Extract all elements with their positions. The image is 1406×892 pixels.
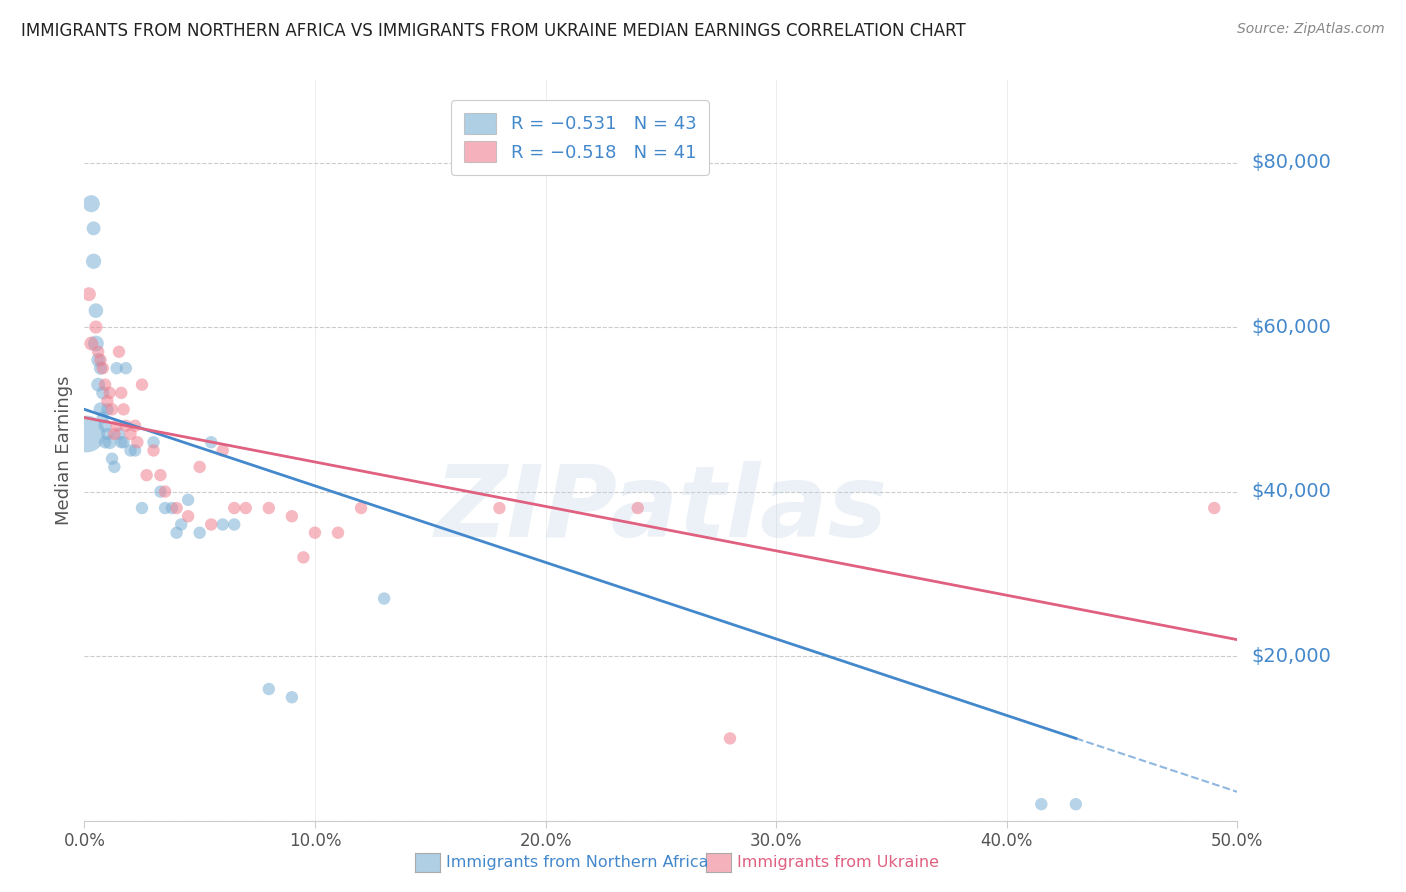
Point: [120, 427, 142, 442]
Point: [101, 451, 124, 466]
Point: [103, 427, 125, 442]
Point: [304, 525, 326, 540]
Point: [91, 361, 114, 376]
Point: [94, 418, 117, 433]
Point: [153, 484, 176, 499]
Point: [127, 435, 149, 450]
Point: [112, 435, 135, 450]
Point: [350, 501, 373, 516]
Point: [105, 361, 128, 376]
Point: [124, 443, 146, 458]
Point: [115, 418, 138, 433]
Point: [83, 254, 105, 268]
Point: [718, 731, 741, 746]
Point: [149, 484, 172, 499]
Point: [1064, 797, 1087, 812]
Point: [326, 525, 349, 540]
Point: [200, 517, 222, 532]
Point: [177, 492, 200, 507]
Point: [166, 501, 188, 516]
Point: [281, 690, 304, 705]
Point: [87, 377, 110, 392]
Point: [89, 402, 111, 417]
Point: [80, 336, 103, 351]
Text: Source: ZipAtlas.com: Source: ZipAtlas.com: [1237, 22, 1385, 37]
Point: [188, 525, 211, 540]
Point: [292, 550, 315, 565]
Point: [160, 501, 183, 516]
Point: [488, 501, 510, 516]
Point: [211, 517, 233, 532]
Point: [96, 427, 118, 442]
Point: [1031, 797, 1053, 812]
Point: [84, 320, 107, 334]
Point: [131, 501, 153, 516]
Point: [112, 402, 135, 417]
Point: [98, 385, 121, 400]
Point: [110, 385, 132, 400]
Point: [89, 353, 111, 368]
Point: [224, 501, 246, 516]
Point: [170, 517, 193, 532]
Point: [142, 443, 165, 458]
Point: [96, 394, 118, 409]
Text: Immigrants from Ukraine: Immigrants from Ukraine: [737, 855, 939, 870]
Point: [200, 435, 222, 450]
Point: [142, 435, 165, 450]
Point: [91, 385, 114, 400]
Point: [91, 410, 114, 425]
Text: IMMIGRANTS FROM NORTHERN AFRICA VS IMMIGRANTS FROM UKRAINE MEDIAN EARNINGS CORRE: IMMIGRANTS FROM NORTHERN AFRICA VS IMMIG…: [21, 22, 966, 40]
Legend: R = −0.531   N = 43, R = −0.518   N = 41: R = −0.531 N = 43, R = −0.518 N = 41: [451, 101, 709, 175]
Point: [96, 402, 118, 417]
Point: [101, 402, 124, 417]
Point: [1204, 501, 1226, 516]
Point: [149, 468, 172, 483]
Text: $80,000: $80,000: [1251, 153, 1331, 172]
Point: [89, 361, 111, 376]
Point: [153, 501, 176, 516]
Point: [80, 196, 103, 211]
Point: [94, 435, 117, 450]
Point: [105, 418, 128, 433]
Point: [124, 418, 146, 433]
Point: [235, 501, 257, 516]
Point: [94, 377, 117, 392]
Point: [211, 443, 233, 458]
Point: [281, 509, 304, 524]
Point: [627, 501, 650, 516]
Point: [135, 468, 157, 483]
Point: [108, 427, 131, 442]
Point: [77, 287, 100, 301]
Text: $40,000: $40,000: [1251, 482, 1331, 501]
Y-axis label: Median Earnings: Median Earnings: [55, 376, 73, 525]
Point: [120, 443, 142, 458]
Point: [84, 336, 107, 351]
Text: $20,000: $20,000: [1251, 647, 1331, 665]
Point: [83, 221, 105, 235]
Point: [87, 353, 110, 368]
Point: [110, 435, 132, 450]
Point: [103, 459, 125, 474]
Point: [98, 435, 121, 450]
Text: $60,000: $60,000: [1251, 318, 1331, 336]
Point: [84, 303, 107, 318]
Point: [131, 377, 153, 392]
Text: ZIPatlas: ZIPatlas: [434, 461, 887, 558]
Point: [166, 525, 188, 540]
Point: [257, 501, 280, 516]
Point: [224, 517, 246, 532]
Point: [108, 344, 131, 359]
Point: [87, 344, 110, 359]
Point: [188, 459, 211, 474]
Point: [257, 681, 280, 696]
Point: [177, 509, 200, 524]
Text: Immigrants from Northern Africa: Immigrants from Northern Africa: [446, 855, 709, 870]
Point: [76, 427, 98, 442]
Point: [115, 361, 138, 376]
Point: [373, 591, 395, 606]
